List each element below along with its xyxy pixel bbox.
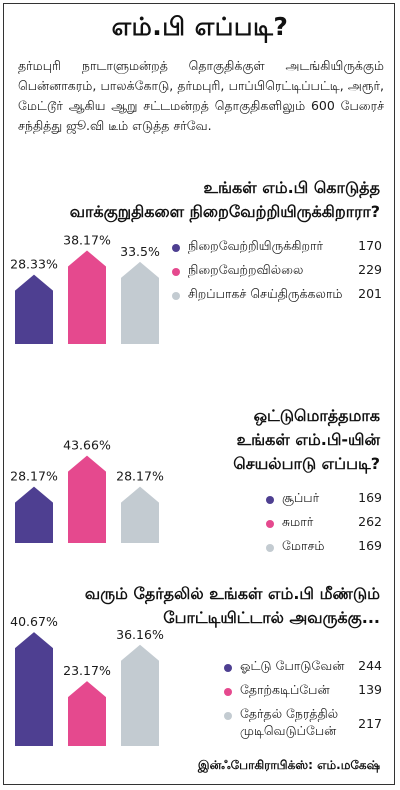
legend-dot	[224, 664, 232, 672]
legend-count: 229	[358, 262, 382, 277]
question-1-title: உங்கள் எம்.பி கொடுத்த வாக்குறுதிகளை நிறை…	[10, 176, 380, 224]
legend-label-line: தேர்தல் நேரத்தில்	[240, 706, 339, 721]
legend-dot	[224, 712, 232, 720]
bar-value-label: 36.16%	[116, 627, 164, 642]
bar-value-label: 28.33%	[10, 257, 58, 272]
legend-item: தேர்தல் நேரத்தில் முடிவெடுப்பேன்	[224, 706, 338, 740]
legend-count: 217	[358, 716, 382, 731]
legend-label-line: முடிவெடுப்பேன்	[240, 723, 337, 738]
bar-q3-3	[121, 644, 159, 746]
legend-item: சிறப்பாகச் செய்திருக்கலாம்	[172, 286, 342, 303]
legend-dot	[266, 544, 274, 552]
legend-dot	[172, 244, 180, 252]
legend-count: 169	[358, 490, 382, 505]
legend-question-2: சூப்பர் 169 சுமார் 262 மோசம் 169	[266, 490, 382, 562]
bar-q2-2	[68, 455, 106, 543]
bar-charts: 28.33% 38.17% 33.5% 28.17% 43.66% 28.17% 40.67…	[10, 232, 164, 746]
question-2-title-line: ஒட்டுமொத்தமாக	[253, 406, 380, 425]
legend-label: தேர்தல் நேரத்தில் முடிவெடுப்பேன்	[240, 706, 338, 740]
bar-q2-1	[15, 486, 53, 543]
legend-item: நிறைவேற்றவில்லை	[172, 262, 303, 279]
legend-label: ஓட்டு போடுவேன்	[240, 658, 345, 673]
bar-value-label: 33.5%	[120, 244, 160, 259]
legend-item: ஓட்டு போடுவேன்	[224, 658, 344, 675]
legend-count: 262	[358, 514, 382, 529]
bar-value-label: 28.17%	[116, 469, 164, 484]
legend-dot	[172, 292, 180, 300]
legend-item: நிறைவேற்றியிருக்கிறார்	[172, 238, 323, 255]
infographic-frame: எம்.பி எப்படி? தர்மபுரி நாடாளுமன்றத் தொக…	[3, 3, 395, 785]
legend-count: 139	[358, 682, 382, 697]
bar-q2-3	[121, 486, 159, 543]
question-3-title-line: போட்டியிட்டால் அவருக்கு...	[163, 608, 380, 627]
question-2-title: ஒட்டுமொத்தமாக உங்கள் எம்.பி-யின் செயல்பா…	[210, 404, 380, 476]
bar-q1-3	[121, 261, 159, 344]
question-3-title-line: வரும் தேர்தலில் உங்கள் எம்.பி மீண்டும்	[84, 584, 380, 603]
legend-label: மோசம்	[282, 538, 325, 553]
bar-value-label: 23.17%	[63, 663, 111, 678]
legend-label: தோற்கடிப்பேன்	[240, 682, 330, 697]
legend-count: 201	[358, 286, 382, 301]
bar-value-label: 43.66%	[63, 438, 111, 453]
bar-value-label: 38.17%	[63, 232, 111, 247]
graphics-credit: இன்ஃபோகிராபிக்ஸ்: எம்.மகேஷ்	[197, 758, 380, 772]
legend-label: சிறப்பாகச் செய்திருக்கலாம்	[188, 286, 343, 301]
legend-item: மோசம்	[266, 538, 324, 555]
bar-q1-1	[15, 274, 53, 344]
legend-dot	[172, 268, 180, 276]
legend-dot	[266, 496, 274, 504]
legend-label: நிறைவேற்றியிருக்கிறார்	[188, 238, 324, 253]
page-title: எம்.பி எப்படி?	[111, 12, 289, 41]
legend-label: சூப்பர்	[282, 490, 320, 505]
bar-q3-2	[68, 681, 106, 746]
legend-item: தோற்கடிப்பேன்	[224, 682, 330, 699]
intro-text: தர்மபுரி நாடாளுமன்றத் தொகுதிக்குள் அடங்க…	[18, 58, 384, 133]
legend-count: 169	[358, 538, 382, 553]
bar-q3-1	[15, 632, 53, 746]
question-1-title-line: வாக்குறுதிகளை நிறைவேற்றியிருக்கிறாரா?	[69, 202, 380, 221]
legend-label: சுமார்	[282, 514, 314, 529]
legend-item: சுமார்	[266, 514, 313, 531]
bar-q1-2	[68, 250, 106, 344]
legend-dot	[266, 520, 274, 528]
question-2-title-line: செயல்பாடு எப்படி?	[233, 454, 380, 473]
legend-label: நிறைவேற்றவில்லை	[188, 262, 304, 277]
legend-question-3: ஓட்டு போடுவேன் 244 தோற்கடிப்பேன் 139 தேர…	[224, 658, 382, 748]
bar-value-label: 28.17%	[10, 469, 58, 484]
legend-dot	[224, 688, 232, 696]
legend-item: சூப்பர்	[266, 490, 319, 507]
legend-count: 244	[358, 658, 382, 673]
question-2-title-line: உங்கள் எம்.பி-யின்	[236, 430, 380, 449]
question-3-title: வரும் தேர்தலில் உங்கள் எம்.பி மீண்டும் ப…	[10, 582, 380, 630]
bar-value-label: 40.67%	[10, 614, 58, 629]
legend-question-1: நிறைவேற்றியிருக்கிறார் 170 நிறைவேற்றவில்…	[172, 238, 382, 310]
legend-count: 170	[358, 238, 382, 253]
question-1-title-line: உங்கள் எம்.பி கொடுத்த	[203, 178, 380, 197]
